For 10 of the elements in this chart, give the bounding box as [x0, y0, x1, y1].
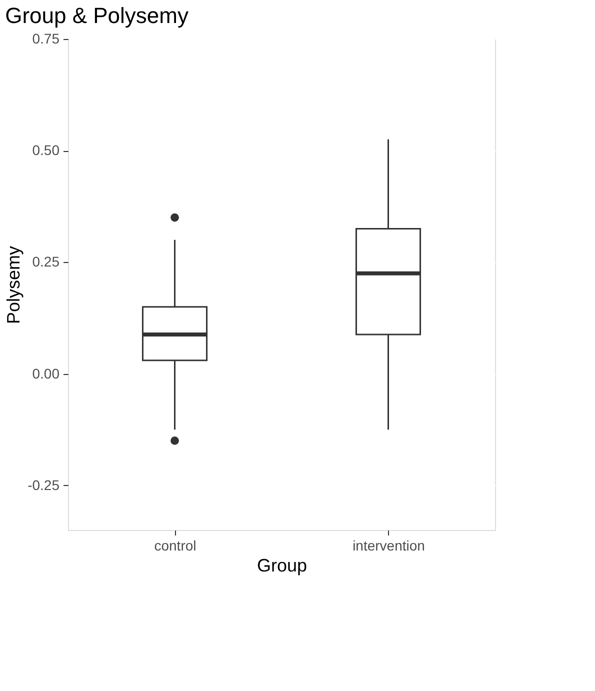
x-axis-title: Group [256, 556, 308, 576]
y-tick-label: 0.25 [32, 254, 60, 270]
chart-title: Group & Polysemy [5, 3, 188, 28]
x-tick-label: control [154, 538, 196, 554]
x-tick-label: intervention [352, 538, 425, 554]
y-tick-label: 0.50 [32, 142, 60, 158]
y-axis-title: Polysemy [4, 246, 24, 324]
y-tick-label: 0.75 [32, 30, 60, 46]
y-tick-label: -0.25 [28, 476, 60, 493]
y-tick-label: 0.00 [32, 365, 60, 382]
